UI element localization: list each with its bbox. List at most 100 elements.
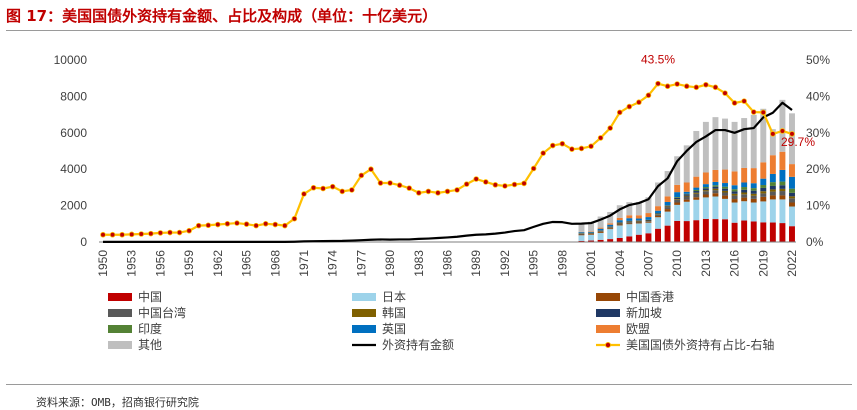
bar-segment xyxy=(741,182,747,187)
bar-segment xyxy=(770,155,776,174)
legend-swatch xyxy=(108,325,132,333)
foreign-share-marker xyxy=(436,190,441,195)
bar-segment xyxy=(636,223,642,224)
x-tick-label: 1968 xyxy=(268,250,282,277)
bar-segment xyxy=(693,131,699,177)
bar-segment xyxy=(665,196,671,202)
legend-swatch xyxy=(596,293,620,301)
bar-segment xyxy=(579,235,585,241)
foreign-share-marker xyxy=(617,110,622,115)
foreign-share-marker xyxy=(531,166,536,171)
bar-segment xyxy=(645,222,651,223)
bar-segment xyxy=(684,196,690,197)
legend-label: 其他 xyxy=(138,338,162,352)
x-tick-label: 1950 xyxy=(96,250,110,277)
bar-segment xyxy=(674,185,680,192)
legend-swatch xyxy=(596,325,620,333)
legend-label: 新加坡 xyxy=(626,305,662,320)
bar-segment xyxy=(645,213,651,217)
bar-segment xyxy=(751,188,757,191)
bar-segment xyxy=(703,219,709,242)
legend-label: 日本 xyxy=(382,290,406,304)
bar-segment xyxy=(588,232,594,233)
x-tick-label: 1998 xyxy=(555,250,569,277)
bar-segment xyxy=(732,191,738,193)
bar-segment xyxy=(732,189,738,191)
foreign-share-marker xyxy=(713,85,718,90)
foreign-share-marker xyxy=(512,182,517,187)
foreign-share-marker xyxy=(464,182,469,187)
foreign-share-marker xyxy=(158,231,163,236)
bar-segment xyxy=(779,195,785,199)
x-tick-label: 2016 xyxy=(728,250,742,277)
foreign-share-marker xyxy=(129,232,134,237)
bar-segment xyxy=(655,213,661,214)
bar-segment xyxy=(607,226,613,227)
bar-segment xyxy=(751,115,757,168)
x-tick-label: 1974 xyxy=(326,250,340,277)
bar-segment xyxy=(722,196,728,199)
foreign-share-marker xyxy=(493,182,498,187)
bar-segment xyxy=(722,170,728,183)
bar-segment xyxy=(789,203,795,207)
bar-segment xyxy=(598,229,604,230)
bar-segment xyxy=(636,221,642,222)
bar-segment xyxy=(693,194,699,197)
bar-segment xyxy=(588,234,594,235)
bar-segment xyxy=(617,238,623,242)
bar-segment xyxy=(770,186,776,189)
x-tick-label: 1995 xyxy=(527,250,541,277)
bar-segment xyxy=(684,221,690,242)
bar-segment xyxy=(779,189,785,191)
bar-segment xyxy=(636,223,642,234)
bar-segment xyxy=(760,162,766,178)
bar-segment xyxy=(684,200,690,202)
foreign-share-marker xyxy=(684,84,689,89)
bar-segment xyxy=(693,200,699,220)
y-left-tick-label: 4000 xyxy=(60,162,87,176)
bar-segment xyxy=(712,189,718,190)
bar-segment xyxy=(693,220,699,242)
foreign-share-marker xyxy=(110,232,115,237)
bar-segment xyxy=(674,200,680,203)
bar-segment xyxy=(607,223,613,224)
bar-segment xyxy=(760,197,766,202)
legend-label: 欧盟 xyxy=(626,322,650,336)
foreign-share-marker xyxy=(474,177,479,182)
bar-segment xyxy=(703,187,709,188)
bar-segment xyxy=(626,221,632,222)
bar-segment xyxy=(626,224,632,236)
bar-segment xyxy=(712,190,718,193)
foreign-share-marker xyxy=(168,230,173,235)
legend-swatch xyxy=(352,293,376,301)
bar-segment xyxy=(693,197,699,200)
bar-segment xyxy=(760,179,766,185)
foreign-share-marker xyxy=(187,228,192,233)
bar-segment xyxy=(703,184,709,187)
bar-segment xyxy=(636,215,642,218)
source-note: 资料来源：OMB，招商银行研究院 xyxy=(36,394,199,410)
bar-segment xyxy=(703,195,709,198)
bar-segment xyxy=(607,229,613,239)
x-tick-label: 1986 xyxy=(441,250,455,277)
bar-segment xyxy=(665,209,671,212)
bar-segment xyxy=(751,191,757,194)
bar-segment xyxy=(684,182,690,191)
x-tick-label: 2007 xyxy=(641,250,655,277)
x-tick-label: 1962 xyxy=(211,250,225,277)
bar-segment xyxy=(722,187,728,189)
bar-segment xyxy=(645,223,651,234)
bar-segment xyxy=(674,205,680,221)
bar-segment xyxy=(693,193,699,194)
bar-segment xyxy=(626,222,632,223)
bar-segment xyxy=(693,191,699,193)
bar-segment xyxy=(741,194,747,197)
bar-segment xyxy=(684,194,690,195)
bar-segment xyxy=(722,191,728,193)
x-tick-label: 1971 xyxy=(297,250,311,277)
bar-segment xyxy=(779,185,785,189)
legend-label: 美国国债外资持有占比-右轴 xyxy=(626,337,774,352)
foreign-share-marker xyxy=(263,221,268,226)
bar-segment xyxy=(770,223,776,242)
bar-segment xyxy=(607,227,613,228)
